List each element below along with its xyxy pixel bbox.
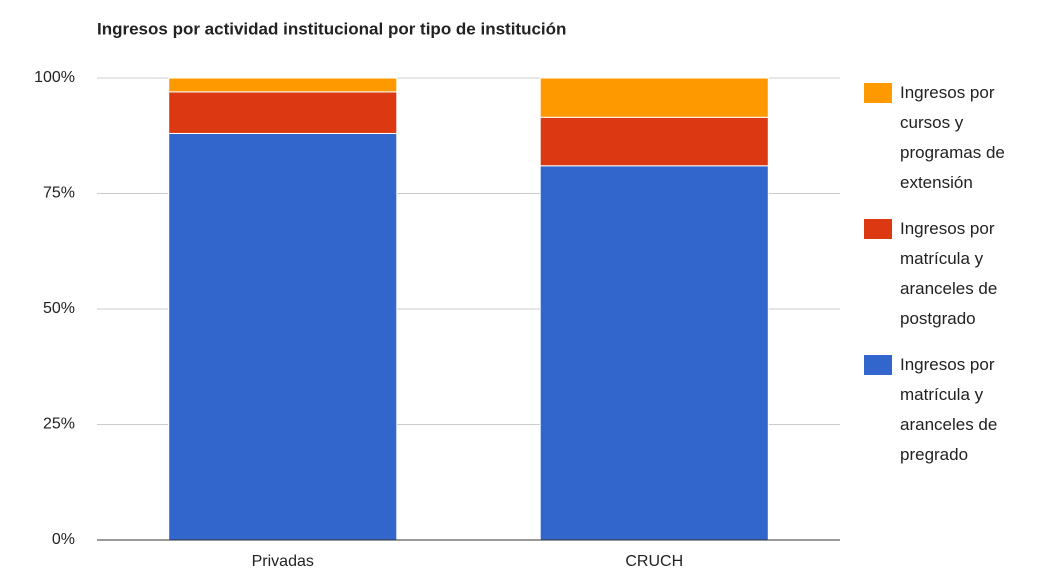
- bar-segment: [168, 77, 398, 93]
- y-tick-label: 100%: [34, 69, 75, 86]
- legend-swatch: [864, 83, 892, 103]
- y-tick-label: 50%: [43, 300, 75, 317]
- x-tick-label: CRUCH: [625, 553, 683, 570]
- legend-item: Ingresos por matrícula y aranceles de pr…: [864, 350, 1046, 470]
- legend-item: Ingresos por cursos y programas de exten…: [864, 78, 1046, 198]
- bar-segment: [539, 165, 769, 541]
- y-tick-label: 75%: [43, 185, 75, 202]
- legend-item: Ingresos por matrícula y aranceles de po…: [864, 214, 1046, 334]
- bar-segment: [168, 132, 398, 541]
- legend-swatch: [864, 219, 892, 239]
- bar-segment: [539, 77, 769, 118]
- legend-label: Ingresos por cursos y programas de exten…: [900, 83, 1005, 192]
- legend-label: Ingresos por matrícula y aranceles de pr…: [900, 355, 998, 464]
- legend: Ingresos por cursos y programas de exten…: [864, 78, 1046, 470]
- y-tick-label: 0%: [52, 531, 75, 548]
- legend-label: Ingresos por matrícula y aranceles de po…: [900, 219, 998, 328]
- bar-segment: [168, 91, 398, 134]
- y-tick-label: 25%: [43, 416, 75, 433]
- chart-title: Ingresos por actividad institucional por…: [97, 19, 566, 38]
- legend-swatch: [864, 355, 892, 375]
- x-tick-label: Privadas: [252, 553, 314, 570]
- bar-segment: [539, 116, 769, 167]
